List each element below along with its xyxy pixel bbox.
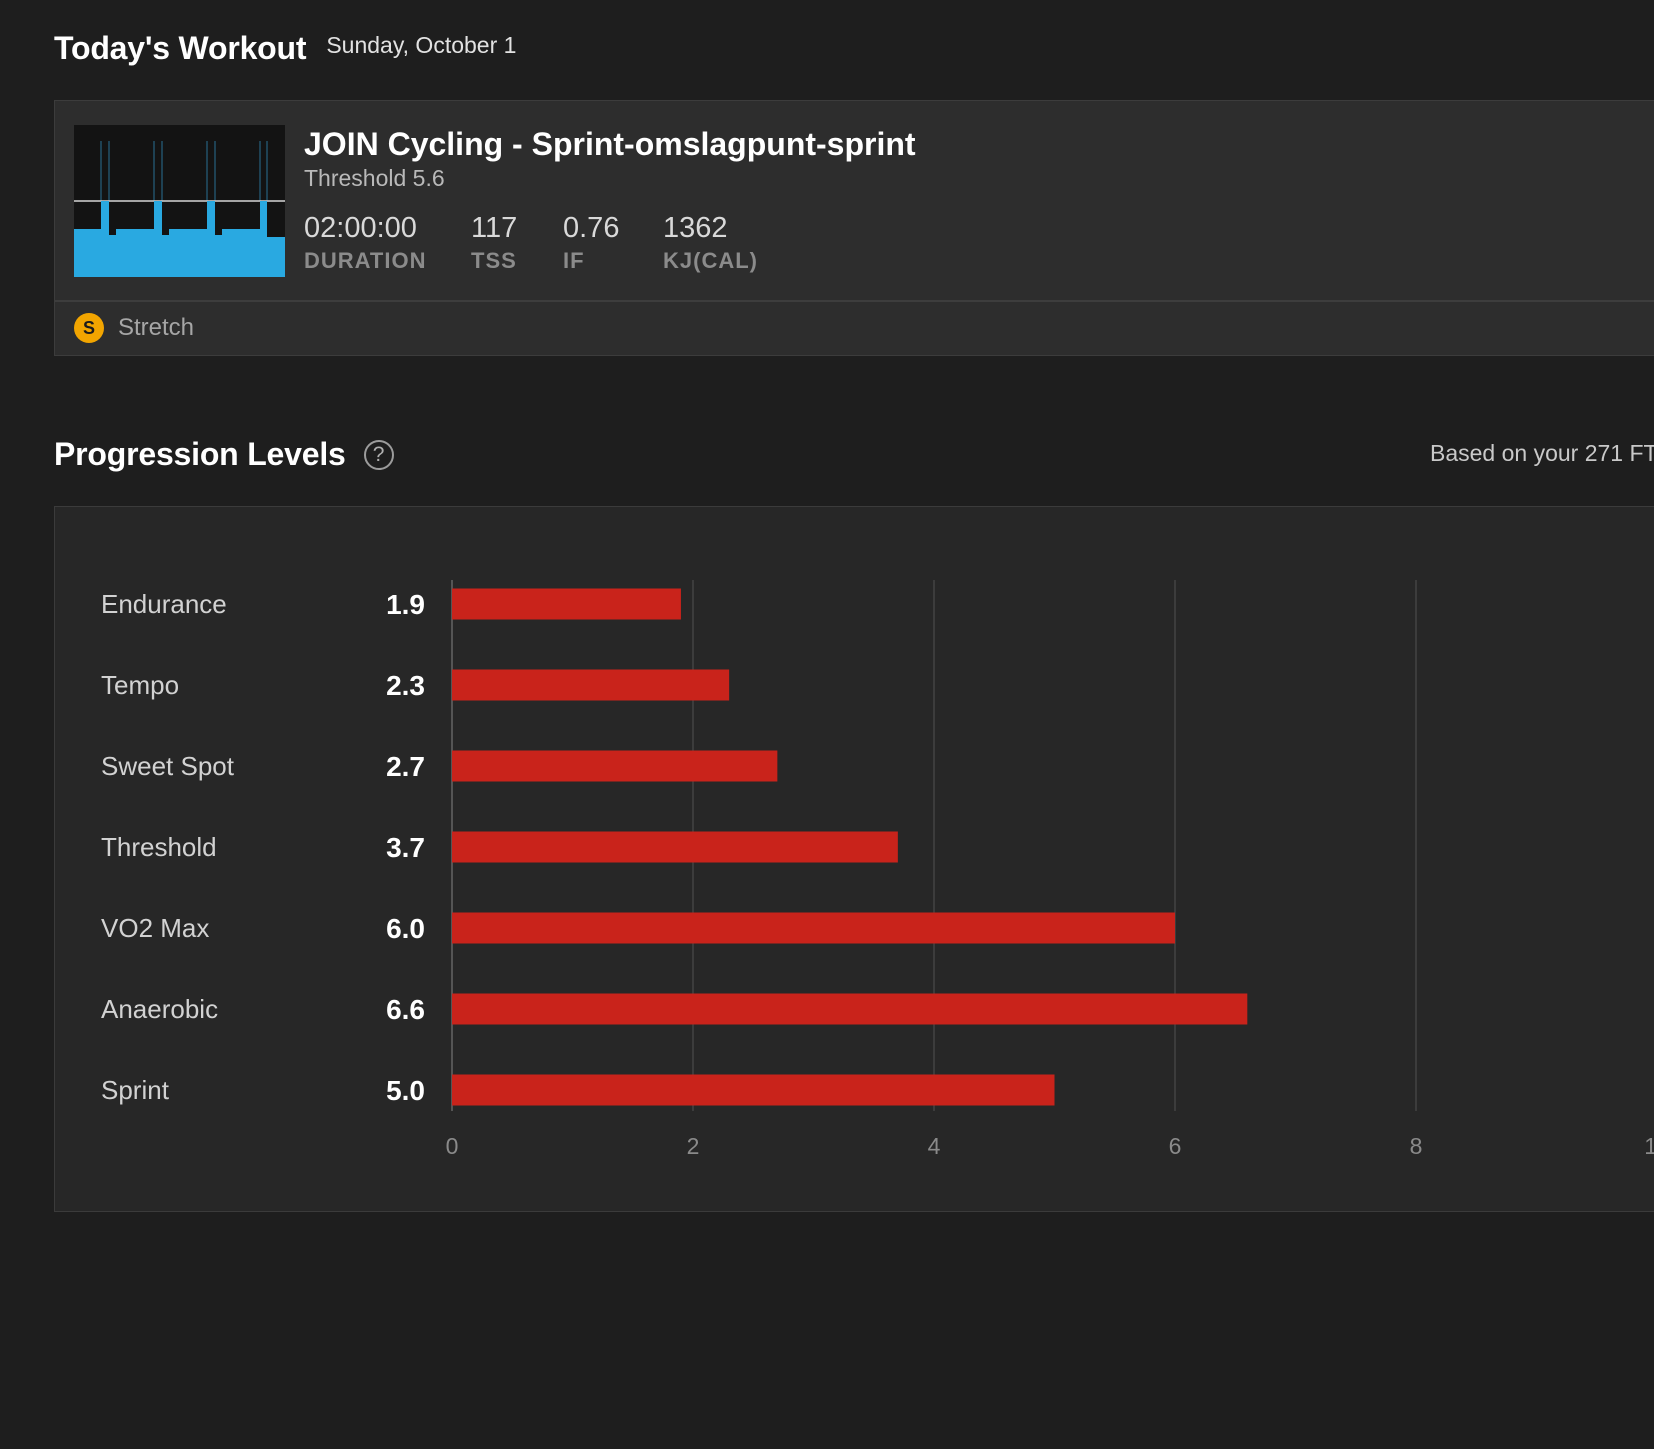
workout-info: JOIN Cycling - Sprint-omslagpunt-sprint … — [304, 125, 916, 274]
help-icon[interactable]: ? — [363, 439, 394, 470]
workout-subtitle: Threshold 5.6 — [304, 165, 445, 191]
workout-date: Sunday, October 1 — [326, 32, 517, 58]
stretch-badge-icon: S — [74, 313, 104, 343]
value-label-endurance: 1.9 — [386, 589, 425, 620]
category-label-sprint: Sprint — [101, 1075, 170, 1105]
value-label-sweet-spot: 2.7 — [386, 751, 425, 782]
value-label-tempo: 2.3 — [386, 670, 425, 701]
stretch-label: Stretch — [118, 314, 195, 341]
workout-stats: 02:00:00 DURATION 117 TSS 0.76 IF 1362 K… — [304, 212, 916, 274]
stat-kj-label: KJ(CAL) — [663, 248, 758, 273]
progression-chart: Endurance 1.9 Tempo 2.3 Sweet Spot 2.7 Thresho… — [101, 580, 1654, 1159]
value-label-anaerobic: 6.6 — [386, 994, 425, 1025]
category-label-vo2-max: VO2 Max — [101, 913, 209, 943]
category-label-threshold: Threshold — [101, 832, 217, 862]
value-label-threshold: 3.7 — [386, 832, 425, 863]
bar-sweet-spot[interactable] — [452, 750, 778, 782]
bar-endurance[interactable] — [452, 588, 681, 620]
stat-if-label: IF — [563, 248, 585, 273]
stat-kj-value: 1362 — [663, 212, 728, 244]
progression-header: Progression Levels ? — [54, 436, 394, 473]
category-label-anaerobic: Anaerobic — [101, 994, 218, 1024]
workout-card[interactable]: JOIN Cycling - Sprint-omslagpunt-sprint … — [54, 100, 1654, 356]
bar-vo2-max[interactable] — [452, 912, 1175, 944]
progression-chart-card: Endurance 1.9 Tempo 2.3 Sweet Spot 2.7 Thresho… — [54, 506, 1654, 1212]
stat-tss-label: TSS — [471, 248, 517, 273]
workout-profile-shape — [74, 201, 285, 277]
stat-duration: 02:00:00 DURATION — [304, 212, 431, 274]
category-label-tempo: Tempo — [101, 670, 179, 700]
x-tick-label-4: 4 — [928, 1133, 941, 1159]
x-tick-label-10: 10 — [1644, 1133, 1654, 1159]
stat-tss-value: 117 — [471, 212, 518, 244]
workout-profile-thumbnail[interactable] — [74, 125, 285, 277]
x-tick-label-6: 6 — [1169, 1133, 1182, 1159]
workout-summary[interactable]: JOIN Cycling - Sprint-omslagpunt-sprint … — [55, 101, 1654, 302]
stat-duration-value: 02:00:00 — [304, 212, 417, 244]
stat-tss: 117 TSS — [471, 212, 527, 274]
stat-if: 0.76 IF — [563, 212, 627, 274]
workout-name[interactable]: JOIN Cycling - Sprint-omslagpunt-sprint — [304, 126, 916, 162]
section-title-todays-workout: Today's Workout — [54, 30, 307, 66]
bar-sprint[interactable] — [452, 1074, 1055, 1106]
bar-tempo[interactable] — [452, 669, 730, 701]
workout-header: Today's Workout Sunday, October 1 — [54, 30, 516, 67]
stat-if-value: 0.76 — [563, 212, 620, 244]
value-label-vo2-max: 6.0 — [386, 913, 425, 944]
stat-duration-label: DURATION — [304, 248, 427, 273]
x-tick-label-8: 8 — [1410, 1133, 1423, 1159]
category-label-endurance: Endurance — [101, 589, 227, 619]
section-title-progression-levels: Progression Levels — [54, 436, 346, 472]
ftp-basis-text: Based on your 271 FTP — [1430, 440, 1654, 466]
x-tick-label-2: 2 — [687, 1133, 700, 1159]
category-label-sweet-spot: Sweet Spot — [101, 751, 235, 781]
value-label-sprint: 5.0 — [386, 1075, 425, 1106]
stat-kj: 1362 KJ(CAL) — [663, 212, 758, 274]
x-tick-label-0: 0 — [446, 1133, 459, 1159]
bar-threshold[interactable] — [452, 831, 898, 863]
workout-footer[interactable]: S Stretch — [74, 313, 194, 343]
bar-anaerobic[interactable] — [452, 993, 1248, 1025]
